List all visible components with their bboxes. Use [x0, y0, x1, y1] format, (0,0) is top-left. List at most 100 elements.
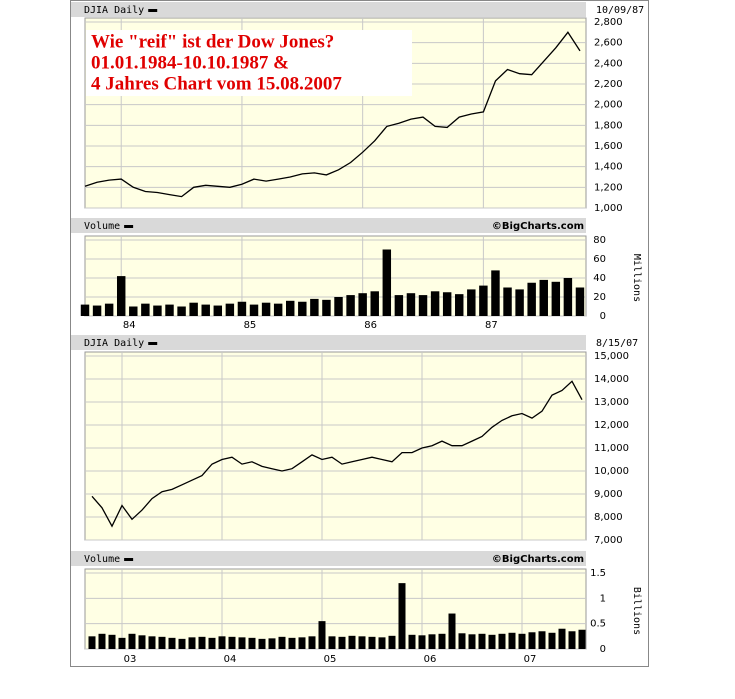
volume-bar	[108, 634, 116, 649]
volume-bar	[418, 635, 426, 649]
volume-bar	[298, 637, 306, 649]
y-tick-label: 60	[593, 254, 606, 265]
volume-bar	[358, 293, 367, 316]
volume-bar	[208, 637, 216, 649]
y-tick-label: 0.5	[590, 619, 606, 630]
volume-bar	[288, 637, 296, 649]
volume-bar	[394, 295, 404, 316]
y-tick-label: 14,000	[594, 374, 629, 385]
y-tick-label: 7,000	[594, 535, 623, 546]
annotation: 4 Jahres Chart vom 15.08.2007	[91, 73, 342, 94]
y-tick-label: 12,000	[594, 420, 629, 431]
volume-bar	[430, 291, 440, 316]
y-tick-label: 8,000	[594, 512, 623, 523]
volume-bar	[468, 634, 476, 649]
panel-header	[71, 551, 586, 566]
x-tick-label: 85	[244, 320, 257, 331]
volume-bar	[370, 291, 379, 316]
volume-bar	[458, 633, 466, 649]
volume-bar	[261, 302, 271, 316]
volume-bar	[539, 279, 548, 316]
volume-bar	[153, 305, 162, 316]
volume-bar	[563, 278, 573, 316]
volume-bar	[538, 631, 546, 649]
annotation-box	[86, 30, 412, 96]
date-label: 10/09/87	[596, 5, 644, 16]
y-tick-label: 15,000	[594, 351, 629, 362]
y-tick-label: 11,000	[594, 443, 629, 454]
volume-bar	[318, 621, 326, 649]
volume-bar	[273, 303, 283, 316]
volume-bar	[218, 636, 226, 649]
volume-bar	[225, 303, 235, 316]
volume-bar	[308, 636, 316, 649]
volume-bar	[528, 632, 536, 649]
volume-bar	[398, 583, 406, 649]
volume-bar	[188, 637, 196, 649]
volume-bar	[548, 632, 556, 649]
volume-bar	[201, 304, 210, 316]
volume-bar	[178, 638, 186, 649]
volume-bar	[189, 302, 198, 316]
volume-bar	[358, 636, 366, 649]
y-tick-label: 2,400	[594, 58, 623, 69]
volume-bar	[168, 637, 176, 649]
legend-icon	[148, 342, 158, 345]
annotation: Wie "reif" ist der Dow Jones?	[91, 31, 334, 52]
volume-bar	[491, 270, 500, 316]
y-tick-label: 1,800	[594, 120, 623, 131]
volume-bar	[80, 304, 90, 316]
volume-bar	[322, 299, 331, 316]
panel-title: Volume	[84, 221, 120, 232]
y-tick-label: 2,600	[594, 38, 623, 49]
panel-header	[71, 335, 586, 350]
volume-bar	[268, 638, 276, 649]
volume-bar	[346, 295, 355, 316]
source-label: ©BigCharts.com	[492, 554, 584, 565]
volume-bar	[498, 633, 506, 649]
y-tick-label: 1,000	[594, 203, 623, 214]
volume-bar	[334, 297, 343, 316]
volume-bar	[408, 634, 416, 649]
volume-bar	[338, 636, 346, 649]
volume-bar	[248, 637, 256, 649]
volume-bar	[141, 303, 150, 316]
y-tick-label: 0	[600, 311, 606, 322]
panel-title: Volume	[84, 554, 120, 565]
y-tick-label: 1,600	[594, 141, 623, 152]
y-tick-label: 80	[593, 235, 606, 246]
y-tick-label: 2,000	[594, 100, 623, 111]
plot-area	[84, 351, 587, 541]
x-tick-label: 06	[424, 654, 437, 665]
volume-bar	[508, 632, 516, 649]
volume-bar	[116, 276, 126, 316]
x-tick-label: 05	[324, 654, 337, 665]
volume-bar	[258, 638, 266, 649]
volume-bar	[98, 633, 106, 649]
volume-bar	[118, 637, 126, 649]
y-tick-label: 0	[600, 644, 606, 655]
y-axis-label: Millions	[631, 254, 642, 302]
volume-bar	[438, 633, 446, 649]
volume-bar	[198, 636, 206, 649]
x-tick-label: 87	[485, 320, 498, 331]
annotation: 01.01.1984-10.10.1987 &	[91, 52, 289, 73]
volume-bar	[249, 304, 259, 316]
y-tick-label: 1	[600, 593, 606, 604]
volume-bar	[177, 306, 186, 316]
x-tick-label: 84	[123, 320, 136, 331]
y-tick-label: 40	[593, 273, 606, 284]
price-line	[91, 380, 583, 528]
volume-bar	[104, 303, 114, 316]
volume-bar	[286, 300, 295, 316]
volume-bar	[575, 287, 585, 316]
volume-bar	[568, 631, 576, 649]
volume-bar	[348, 635, 356, 649]
volume-bar	[237, 301, 247, 316]
volume-bar	[478, 633, 486, 649]
volume-bar	[382, 249, 392, 316]
volume-bar	[467, 289, 476, 316]
panel-title: DJIA Daily	[84, 5, 144, 16]
